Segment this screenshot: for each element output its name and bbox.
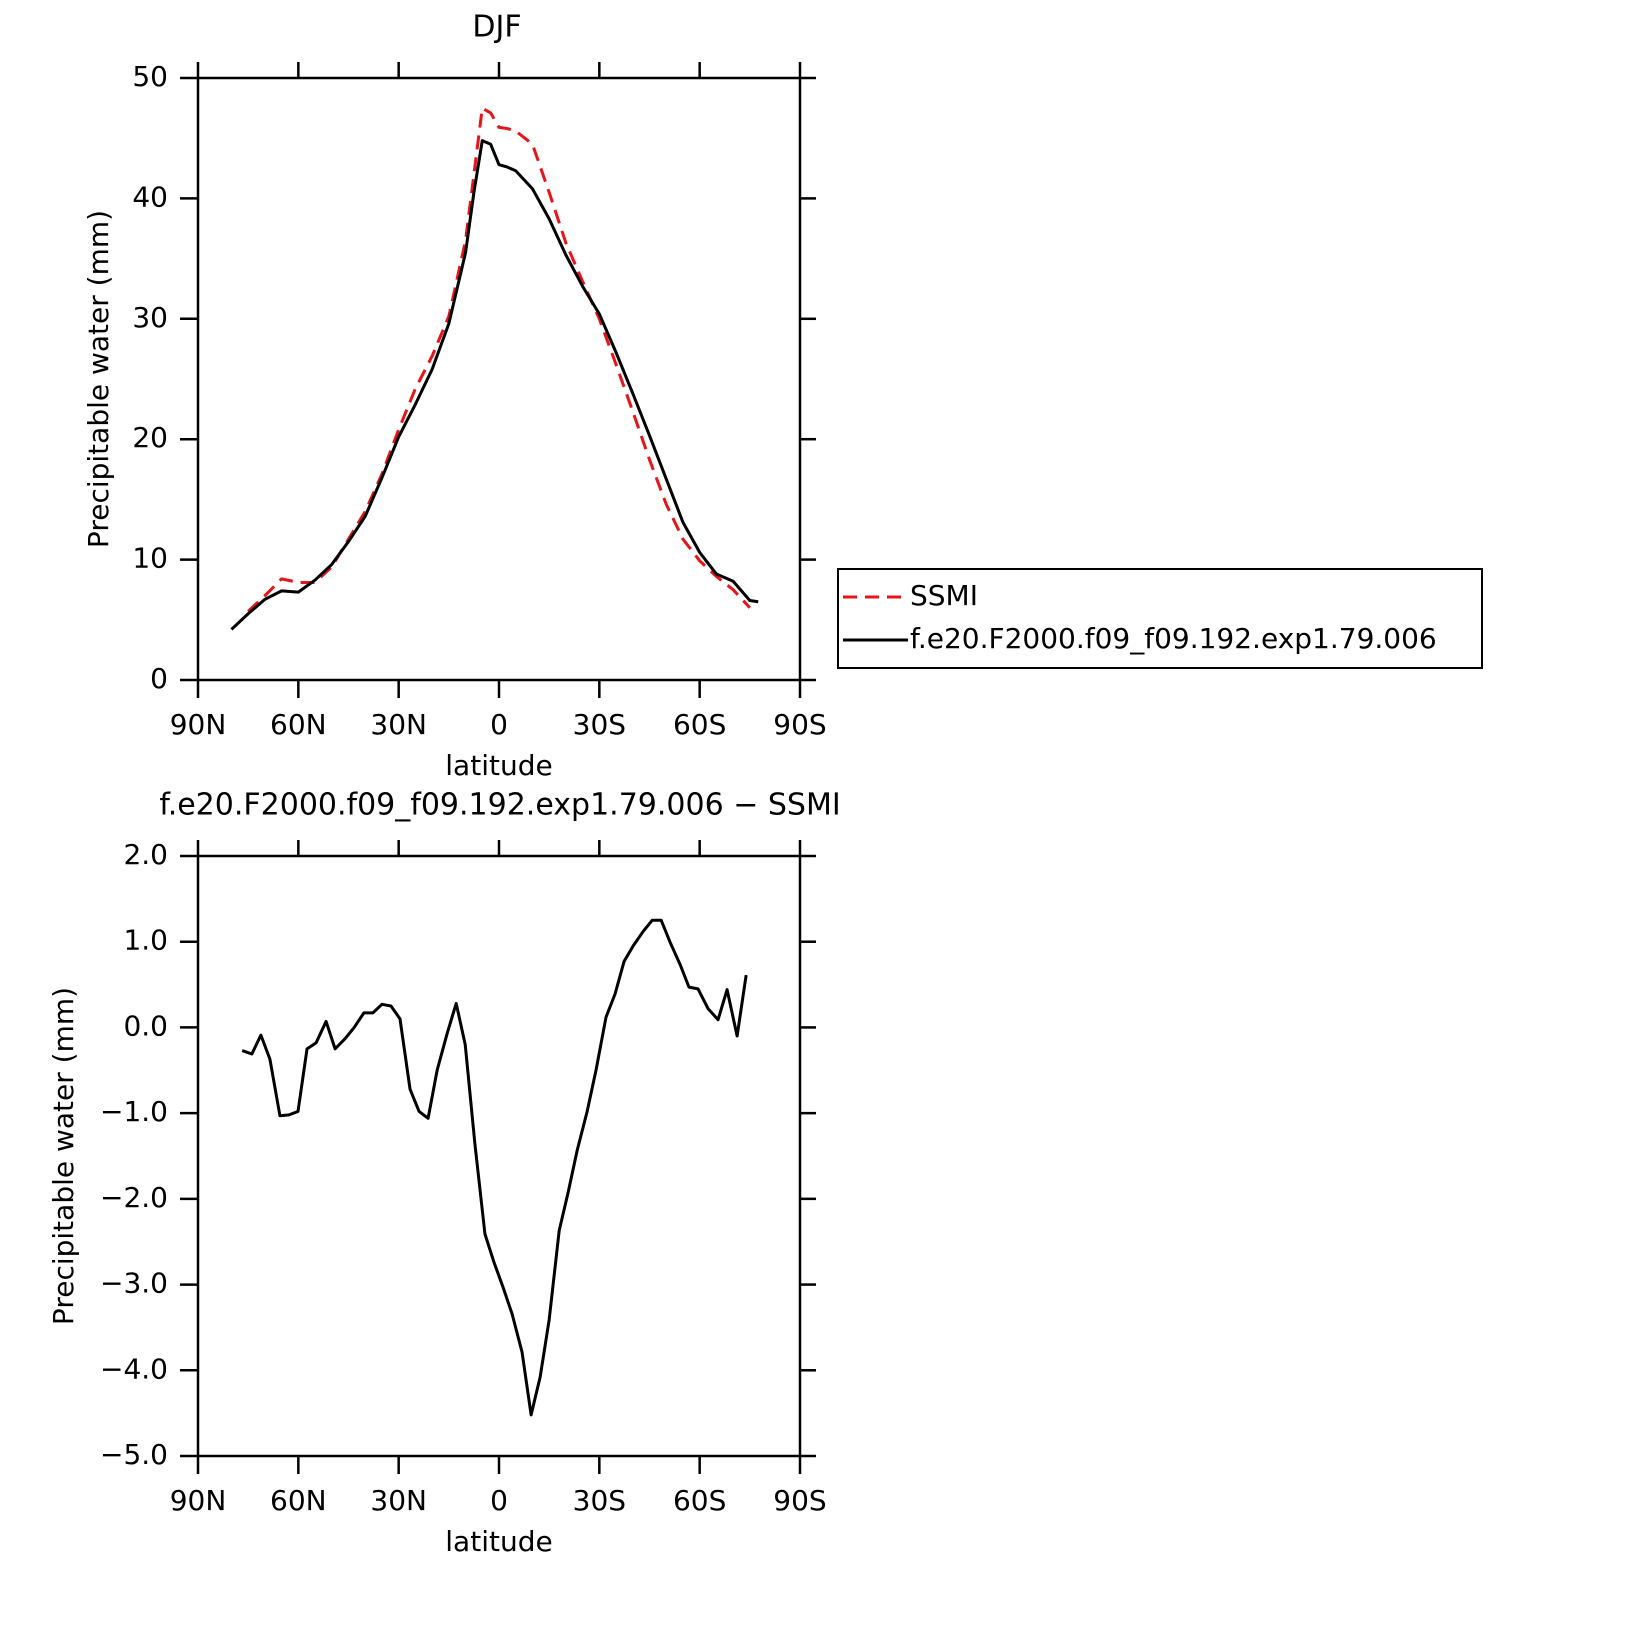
plot-frame <box>196 854 802 1458</box>
y-tick-label: 10 <box>132 542 168 575</box>
y-tick-label: 20 <box>132 421 168 454</box>
y-tick-label: 0 <box>150 662 168 695</box>
x-tick-label: 0 <box>490 708 508 741</box>
y-tick-label: 0.0 <box>123 1009 168 1042</box>
legend-label: SSMI <box>910 579 978 612</box>
legend-label: f.e20.F2000.f09_f09.192.exp1.79.006 <box>910 622 1437 655</box>
y-tick-label: −1.0 <box>100 1095 168 1128</box>
y-tick-label: −2.0 <box>100 1181 168 1214</box>
y-tick-label: 30 <box>132 301 168 334</box>
data-line <box>230 139 759 631</box>
x-tick-label: 30S <box>573 1484 626 1517</box>
y-tick-label: −3.0 <box>100 1267 168 1300</box>
y-tick-label: 50 <box>132 60 168 93</box>
y-tick-label: −5.0 <box>100 1438 168 1471</box>
data-line <box>241 918 748 1417</box>
x-tick-label: 90N <box>170 1484 227 1517</box>
x-tick-label: 90S <box>773 1484 826 1517</box>
x-tick-label: 30S <box>573 708 626 741</box>
x-tick-label: 60S <box>673 708 726 741</box>
x-tick-label: 90N <box>170 708 227 741</box>
x-tick-label: 30N <box>370 1484 427 1517</box>
y-tick-label: 40 <box>132 180 168 213</box>
x-tick-label: 30N <box>370 708 427 741</box>
chart-title: DJF <box>472 10 521 45</box>
x-tick-label: 90S <box>773 708 826 741</box>
y-tick-label: 1.0 <box>123 924 168 957</box>
plot-frame <box>196 76 802 682</box>
x-tick-label: 60N <box>270 708 327 741</box>
x-tick-label: 0 <box>490 1484 508 1517</box>
y-axis-label: Precipitable water (mm) <box>82 210 115 548</box>
x-tick-label: 60S <box>673 1484 726 1517</box>
y-tick-label: 2.0 <box>123 838 168 871</box>
x-axis-label: latitude <box>445 749 552 782</box>
y-axis-label: Precipitable water (mm) <box>47 987 80 1325</box>
data-line <box>247 106 751 613</box>
x-axis-label: latitude <box>445 1525 552 1558</box>
legend-box <box>837 568 1483 669</box>
x-tick-label: 60N <box>270 1484 327 1517</box>
y-tick-label: −4.0 <box>100 1352 168 1385</box>
chart-title: f.e20.F2000.f09_f09.192.exp1.79.006 − SS… <box>159 788 840 823</box>
